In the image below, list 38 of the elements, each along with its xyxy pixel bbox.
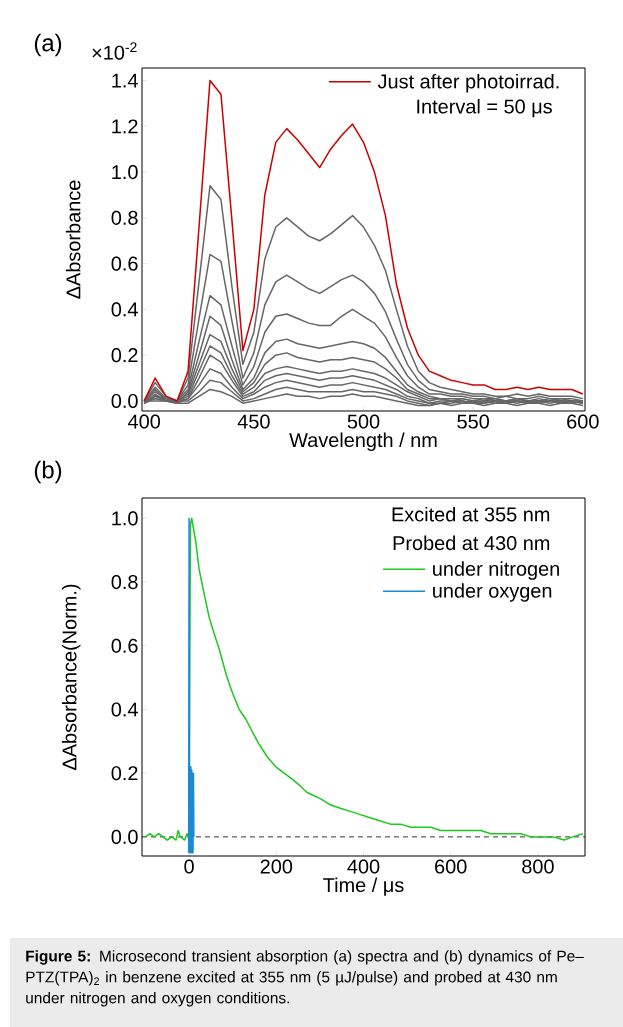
chart-title: (a) [34, 33, 62, 57]
y-tick-label: 0.0 [111, 829, 138, 844]
y-tick-label: 0.8 [111, 575, 138, 590]
x-tick-label: 600 [435, 859, 467, 874]
y-tick-label: 0.0 [111, 393, 138, 408]
legend-label: Just after photoirrad. [377, 73, 559, 93]
y-tick-label: 1.0 [112, 165, 138, 180]
text: Figure 5: Microsecond transient absorption (a) spectra and (b) dynamics of Pe–PTZ(TPA)$_{2}$ in benzene excited at 355 nm (5 µJ/pulse) and probed at 430 nm under nitrogen and oxygen conditions. [26, 950, 584, 1007]
x-tick-label: 400 [128, 414, 161, 429]
y-tick-label: 0.6 [111, 256, 138, 271]
legend-label: under oxygen [433, 583, 552, 602]
y-tick-label: 0.6 [111, 638, 138, 653]
x-axis-title: Wavelength / nm [289, 432, 437, 452]
annotation: Interval = 50 μs [417, 98, 552, 118]
y-axis-title: ΔAbsorbance [65, 180, 81, 299]
annotation: Probed at 430 nm [393, 535, 550, 551]
legend-label: under nitrogen [433, 561, 559, 580]
x-tick-label: 400 [347, 859, 380, 874]
text: ×10$^{-2}$ [92, 42, 137, 60]
x-tick-label: 600 [567, 414, 599, 429]
y-tick-label: 0.4 [111, 302, 138, 317]
y-tick-label: 0.2 [111, 348, 138, 363]
x-tick-label: 200 [260, 859, 293, 874]
chart-title: (b) [34, 460, 62, 484]
y-tick-label: 0.2 [111, 766, 138, 781]
y-tick-label: 1.2 [112, 119, 138, 134]
annotation: Excited at 355 nm [392, 506, 550, 522]
x-tick-label: 0 [184, 859, 194, 874]
x-tick-label: 450 [237, 414, 270, 429]
x-tick-label: 550 [457, 414, 489, 429]
y-tick-label: 0.4 [111, 702, 138, 717]
x-tick-label: 800 [522, 859, 554, 874]
y-tick-label: 1.0 [112, 511, 138, 526]
x-tick-label: 500 [347, 414, 380, 429]
y-tick-label: 1.4 [112, 73, 138, 88]
y-tick-label: 0.8 [111, 210, 138, 225]
y-axis-title: ΔAbsorbance(Norm.) [61, 584, 81, 770]
x-axis-title: Time / μs [323, 877, 404, 896]
